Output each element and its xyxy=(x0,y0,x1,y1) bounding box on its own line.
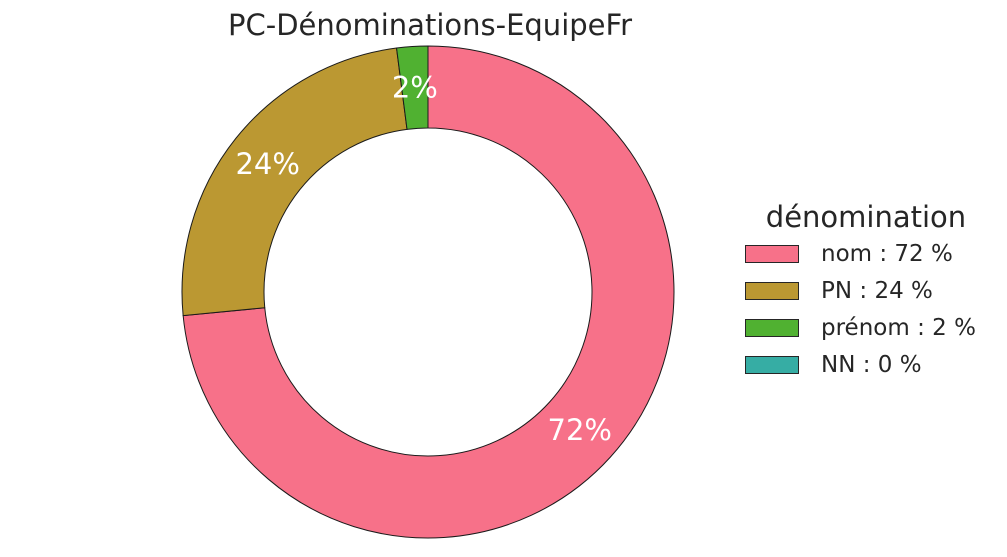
legend-swatch-0 xyxy=(745,245,799,263)
slice-label-0: 72% xyxy=(548,413,612,447)
legend-label-1: PN : 24 % xyxy=(821,278,933,304)
legend-swatch-2 xyxy=(745,319,799,337)
donut-chart: 72% 24% 2% xyxy=(181,45,675,539)
legend-swatch-1 xyxy=(745,282,799,300)
legend-label-0: nom : 72 % xyxy=(821,241,953,267)
donut-slice-2 xyxy=(395,45,429,130)
slice-label-1: 24% xyxy=(235,147,299,181)
legend-label-2: prénom : 2 % xyxy=(821,315,976,341)
donut-slice-1 xyxy=(181,47,408,317)
legend-item-2: prénom : 2 % xyxy=(740,314,1002,351)
legend-item-1: PN : 24 % xyxy=(740,277,1002,314)
legend-title: dénomination xyxy=(765,200,967,234)
slice-label-2: 2% xyxy=(392,70,438,104)
legend-label-3: NN : 0 % xyxy=(821,352,922,378)
legend-item-3: NN : 0 % xyxy=(740,351,1002,388)
legend-item-0: nom : 72 % xyxy=(740,240,1002,277)
chart-title: PC-Dénominations-EquipeFr xyxy=(228,8,632,42)
legend: dénomination nom : 72 % PN : 24 % prénom :… xyxy=(740,200,1002,388)
legend-swatch-3 xyxy=(745,356,799,374)
donut-slice-0 xyxy=(182,45,675,539)
